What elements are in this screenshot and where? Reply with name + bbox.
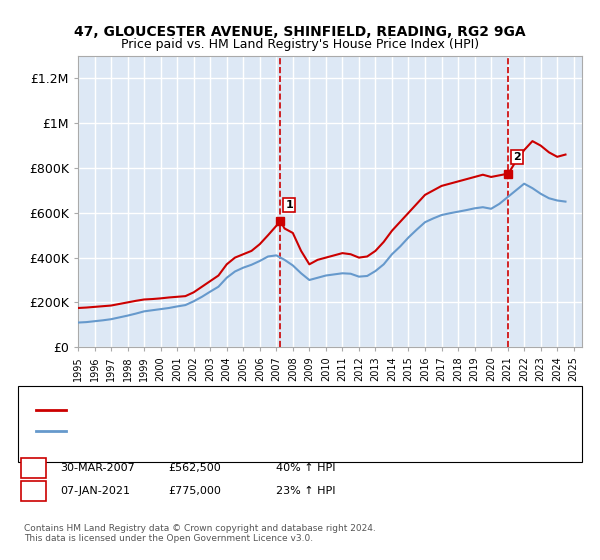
Text: 47, GLOUCESTER AVENUE, SHINFIELD, READING, RG2 9GA (detached house): 47, GLOUCESTER AVENUE, SHINFIELD, READIN… [72, 405, 470, 416]
Text: 47, GLOUCESTER AVENUE, SHINFIELD, READING, RG2 9GA: 47, GLOUCESTER AVENUE, SHINFIELD, READIN… [74, 25, 526, 39]
Text: 30-MAR-2007: 30-MAR-2007 [60, 463, 135, 473]
Text: HPI: Average price, detached house, Wokingham: HPI: Average price, detached house, Woki… [72, 426, 326, 436]
Text: 1: 1 [286, 200, 293, 210]
Text: 07-JAN-2021: 07-JAN-2021 [60, 486, 130, 496]
Text: Price paid vs. HM Land Registry's House Price Index (HPI): Price paid vs. HM Land Registry's House … [121, 38, 479, 51]
Text: 1: 1 [30, 463, 37, 473]
Text: Contains HM Land Registry data © Crown copyright and database right 2024.
This d: Contains HM Land Registry data © Crown c… [24, 524, 376, 543]
Text: 2: 2 [30, 486, 37, 496]
Text: 2: 2 [513, 152, 521, 162]
Text: 23% ↑ HPI: 23% ↑ HPI [276, 486, 335, 496]
Text: £775,000: £775,000 [168, 486, 221, 496]
Text: 40% ↑ HPI: 40% ↑ HPI [276, 463, 335, 473]
Text: £562,500: £562,500 [168, 463, 221, 473]
